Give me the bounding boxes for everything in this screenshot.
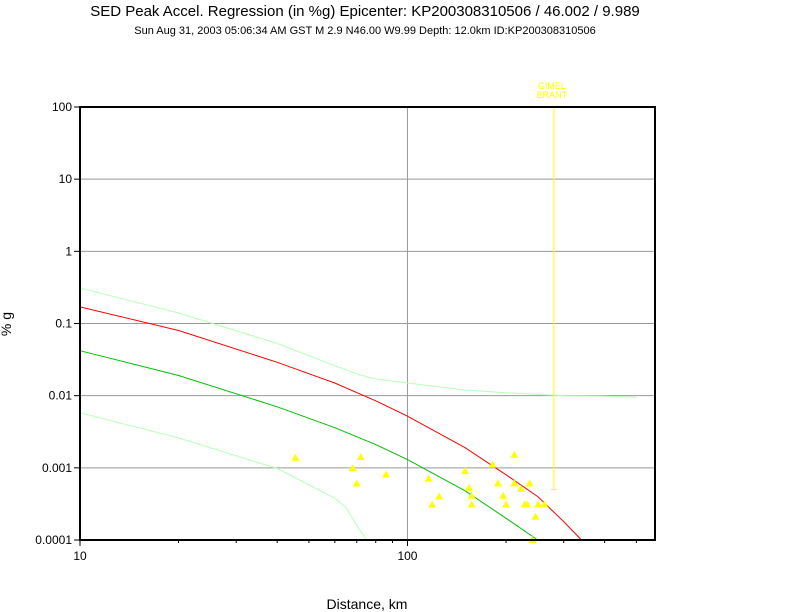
chart-subtitle: Sun Aug 31, 2003 05:06:34 AM GST M 2.9 N… (134, 25, 596, 37)
data-point (424, 474, 433, 482)
data-point (516, 484, 525, 492)
data-point (382, 470, 391, 478)
series-line-3 (79, 287, 637, 398)
data-point (502, 500, 511, 508)
x-axis-label: Distance, km (326, 596, 408, 612)
data-point (494, 479, 503, 487)
chart-title: SED Peak Accel. Regression (in %g) Epice… (90, 3, 640, 20)
data-point (464, 483, 473, 491)
data-point (352, 479, 361, 487)
y-tick-label: 10 (59, 172, 73, 186)
points-layer (291, 450, 549, 543)
data-point (534, 500, 543, 508)
y-tick-label: 0.001 (42, 461, 72, 475)
data-point (540, 500, 549, 508)
data-point (467, 500, 476, 508)
data-point (499, 491, 508, 499)
x-tick-label: 10 (73, 549, 87, 563)
data-point (510, 479, 519, 487)
data-point (510, 450, 519, 458)
data-point (348, 464, 357, 472)
data-point (488, 460, 497, 468)
y-tick-label: 100 (52, 100, 72, 114)
data-point (467, 491, 476, 499)
series-line-4 (79, 412, 368, 541)
data-point (523, 500, 532, 508)
data-point (291, 453, 300, 461)
data-point (428, 500, 437, 508)
grid (79, 106, 655, 541)
data-point (435, 492, 444, 500)
data-point (531, 512, 540, 520)
data-point (525, 479, 534, 487)
data-point (356, 453, 365, 461)
y-tick-label: 0.1 (55, 317, 72, 331)
y-tick-label: 1 (65, 244, 72, 258)
series-layer (79, 287, 637, 541)
station-label: GIMEL (538, 81, 566, 91)
y-tick-label: 0.01 (49, 389, 73, 403)
y-tick-label: 0.0001 (35, 533, 72, 547)
series-line-2 (79, 350, 539, 541)
data-point (461, 467, 470, 475)
station-label: BRANT (537, 90, 568, 100)
x-tick-label: 100 (397, 549, 417, 563)
